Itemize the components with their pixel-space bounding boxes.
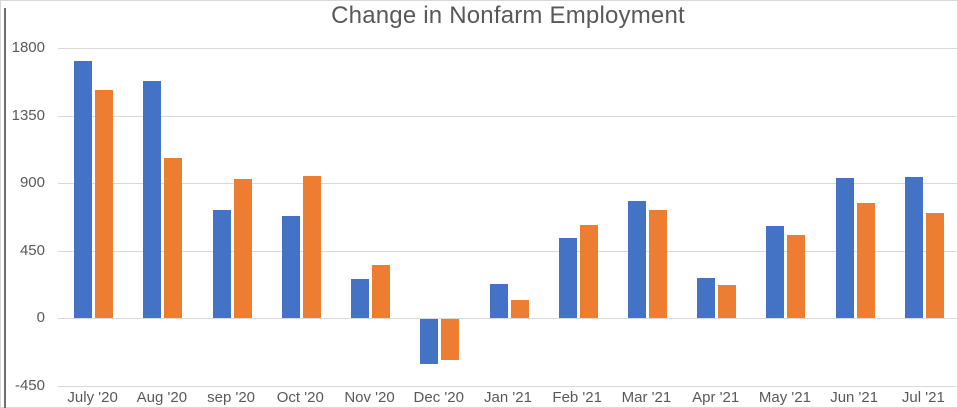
bar-nov20-series-blue (351, 279, 370, 318)
bar-aug20-series-blue (143, 81, 162, 318)
y-tick-label: 900 (19, 174, 45, 191)
x-tick-label: Apr '21 (692, 389, 740, 406)
bar-oct20-series-blue (281, 216, 300, 318)
x-tick-label: Oct '20 (276, 389, 324, 406)
y-tick-label: 450 (19, 241, 45, 259)
bar-jul21-series-orange (925, 213, 944, 318)
bar-dec20-series-orange (441, 319, 460, 360)
bar-sep20-series-blue (212, 210, 231, 318)
bar-feb21-series-orange (579, 225, 598, 318)
bar-jan21-series-orange (510, 300, 529, 318)
x-tick-label: Jun '21 (830, 389, 879, 406)
gridline-450 (58, 250, 958, 252)
x-tick-label: Jan '21 (484, 389, 532, 406)
bar-nov20-series-orange (372, 264, 391, 318)
y-tick-label: 1800 (11, 39, 45, 56)
bar-jul21-series-blue (904, 177, 923, 318)
gridline--450 (58, 385, 958, 387)
bar-dec20-series-blue (420, 319, 439, 364)
window-edge-line (4, 8, 6, 408)
y-tick-label: 1350 (11, 106, 45, 124)
x-tick-label: Nov '20 (344, 389, 395, 406)
bar-mar21-series-blue (627, 201, 646, 318)
y-tick-label: -450 (14, 376, 45, 394)
x-tick-label: Feb '21 (552, 389, 602, 406)
x-tick-label: Aug '20 (136, 389, 188, 406)
bar-sep20-series-orange (233, 178, 252, 318)
bar-feb21-series-blue (558, 237, 577, 318)
x-tick-label: sep '20 (207, 389, 256, 406)
chart-title: Change in Nonfarm Employment (331, 2, 685, 29)
bar-july20-series-orange (95, 90, 114, 318)
bar-jun21-series-blue (835, 177, 854, 318)
bar-jan21-series-blue (489, 283, 508, 318)
x-tick-label: July '20 (67, 389, 118, 406)
gridline-1800 (58, 48, 958, 49)
bar-mar21-series-orange (648, 210, 667, 318)
bar-aug20-series-orange (164, 158, 183, 318)
gridline-1350 (58, 115, 958, 117)
y-tick-label: 0 (36, 309, 45, 326)
gridline-0 (58, 318, 958, 319)
bar-may21-series-blue (766, 225, 785, 318)
bar-jun21-series-orange (856, 202, 875, 318)
bar-july20-series-blue (74, 60, 93, 318)
x-tick-label: Jul '21 (901, 389, 945, 406)
x-tick-label: Dec '20 (413, 389, 464, 406)
bar-may21-series-orange (787, 234, 806, 318)
gridline-900 (58, 183, 958, 184)
bar-oct20-series-orange (302, 175, 321, 318)
bar-apr21-series-orange (718, 285, 737, 318)
bar-apr21-series-blue (697, 277, 716, 318)
x-tick-label: May '21 (758, 389, 811, 406)
x-tick-label: Mar '21 (621, 389, 672, 406)
